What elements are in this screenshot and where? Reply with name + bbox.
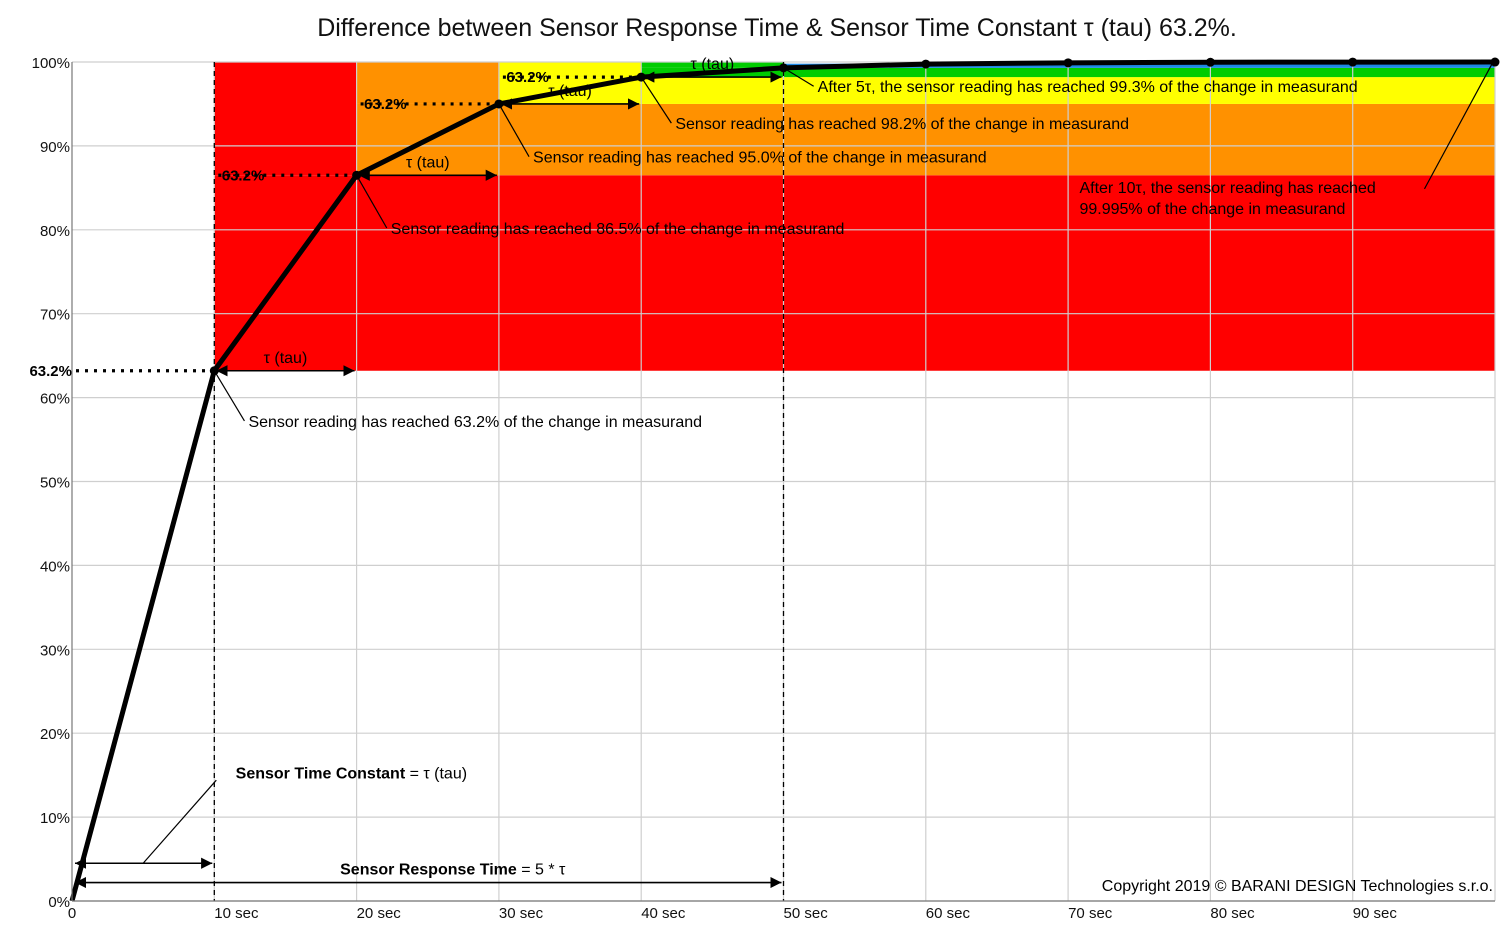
x-tick-label-6: 60 sec: [926, 905, 971, 922]
tau-label-1: τ (tau): [406, 154, 450, 171]
y-tick-label-1: 10%: [40, 810, 70, 827]
response-time-label-bold: Sensor Response Time: [340, 862, 517, 879]
y-tick-label-7: 70%: [40, 307, 70, 324]
band-1: [214, 62, 357, 176]
callout-leader-1: [356, 174, 388, 229]
y-tick-label-4: 40%: [40, 558, 70, 575]
x-tick-label-1: 10 sec: [214, 905, 259, 922]
y-tick-label-5: 50%: [40, 475, 70, 492]
chart-title: Difference between Sensor Response Time …: [317, 14, 1237, 42]
y-tick-label-9: 90%: [40, 139, 70, 156]
callout-leader-2: [498, 103, 530, 157]
x-tick-label-9: 90 sec: [1353, 905, 1398, 922]
reference-lines: [213, 62, 785, 901]
callout-text-0: Sensor reading has reached 63.2% of the …: [248, 414, 702, 431]
callout-ten-tau-line-0: After 10τ, the sensor reading has reache…: [1079, 180, 1375, 197]
annotations: 63.2%63.2%63.2%63.2%τ (tau)τ (tau)τ (tau…: [29, 56, 1494, 889]
x-tick-label-2: 20 sec: [357, 905, 402, 922]
data-point-10: [1490, 57, 1500, 67]
band-5: [498, 62, 642, 78]
level-label-0: 63.2%: [29, 363, 72, 380]
data-point-9: [1348, 57, 1358, 67]
color-bands: [214, 62, 1496, 371]
band-7: [641, 62, 784, 68]
callout-text-3: Sensor reading has reached 98.2% of the …: [675, 116, 1129, 133]
tau-label-2: τ (tau): [548, 83, 592, 100]
y-tick-label-8: 80%: [40, 223, 70, 240]
response-time-label: Sensor Response Time = 5 * τ: [340, 862, 566, 879]
x-tick-label-0: 0: [68, 905, 76, 922]
callout-text-1: Sensor reading has reached 86.5% of the …: [391, 221, 845, 238]
x-tick-label-8: 80 sec: [1210, 905, 1255, 922]
callout-text-2: Sensor reading has reached 95.0% of the …: [533, 150, 987, 167]
x-tick-label-3: 30 sec: [499, 905, 544, 922]
x-tick-label-4: 40 sec: [641, 905, 686, 922]
time-constant-label-rest: = τ (tau): [405, 766, 467, 783]
time-constant-label: Sensor Time Constant = τ (tau): [236, 766, 467, 783]
time-constant-leader: [142, 779, 217, 864]
callout-leader-3: [640, 76, 672, 124]
level-label-2: 63.2%: [364, 96, 407, 113]
data-point-7: [1063, 58, 1073, 68]
band-8: [783, 63, 1495, 68]
callout-leader-0: [213, 370, 245, 422]
copyright-text: Copyright 2019 © BARANI DESIGN Technolog…: [1102, 878, 1493, 895]
band-3: [356, 62, 499, 104]
level-label-3: 63.2%: [506, 69, 549, 86]
callout-ten-tau-line-1: 99.995% of the change in measurand: [1079, 201, 1345, 218]
callout-leader-ten-tau: [1423, 61, 1494, 190]
y-tick-label-2: 20%: [40, 726, 70, 743]
callout-leader-4: [783, 67, 814, 87]
tick-labels: 0% 10% 20% 30% 40% 50% 60% 70% 80% 90% 100% 0 10 sec…: [32, 55, 1495, 922]
data-point-8: [1205, 57, 1215, 67]
time-constant-label-bold: Sensor Time Constant: [236, 766, 406, 783]
y-tick-label-6: 60%: [40, 391, 70, 408]
y-tick-label-3: 30%: [40, 642, 70, 659]
tau-label-3: τ (tau): [691, 56, 735, 73]
response-time-label-rest: = 5 * τ: [517, 862, 566, 879]
tau-label-0: τ (tau): [264, 350, 308, 367]
data-point-6: [921, 59, 931, 69]
y-tick-label-0: 0%: [48, 894, 70, 911]
level-label-1: 63.2%: [222, 167, 265, 184]
band-0: [214, 175, 1495, 371]
x-tick-label-5: 50 sec: [784, 905, 829, 922]
callout-text-4: After 5τ, the sensor reading has reached…: [818, 79, 1358, 96]
x-tick-label-7: 70 sec: [1068, 905, 1113, 922]
y-tick-label-10: 100%: [32, 55, 70, 72]
